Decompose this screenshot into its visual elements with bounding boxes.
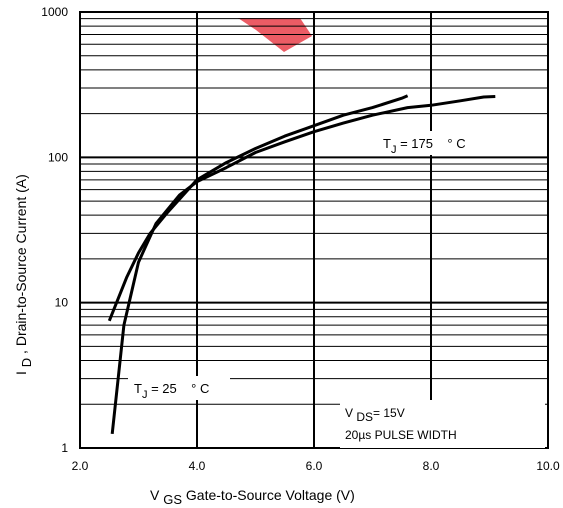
tj-175-rest: = 175 ° C (396, 136, 465, 151)
tj-25-sub: J (142, 389, 148, 401)
tj-175-sub: J (391, 144, 397, 156)
y-tick-label: 1 (61, 441, 68, 455)
plot-area-frame (79, 11, 549, 449)
series-line-2 (110, 95, 496, 435)
y-axis-label: I D , Drain-to-Source Current (A) (13, 174, 34, 375)
annotation-tj-25-text: TJ = 25 ° C (134, 381, 209, 401)
annotation-pulse-text: 20µs PULSE WIDTH (345, 428, 457, 442)
series-line-1 (107, 94, 409, 322)
x-axis-label-sub: GS (163, 492, 182, 507)
vds-rest: = 15V (373, 406, 405, 420)
vds-prefix: V (345, 406, 356, 420)
grid-lines (79, 12, 549, 449)
y-tick-label: 100 (48, 150, 68, 164)
annotation-tj-25-bg (128, 376, 230, 400)
x-axis-label-prefix: V (150, 487, 160, 503)
tj-25-rest: = 25 ° C (147, 381, 209, 396)
annotation-conditions: V DS= 15V 20µs PULSE WIDTH (340, 400, 545, 448)
annotation-tj-175-text: TJ = 175 ° C (383, 136, 466, 156)
x-axis-label: V GS Gate-to-Source Voltage (V) (150, 487, 355, 507)
x-tick-label: 4.0 (189, 459, 206, 473)
tj-25-prefix: T (134, 381, 142, 396)
x-axis-label-rest: Gate-to-Source Voltage (V) (186, 487, 355, 503)
x-tick-labels: 2.0 4.0 6.0 8.0 10.0 (72, 459, 560, 473)
x-tick-label: 2.0 (72, 459, 89, 473)
annotation-tj-25: TJ = 25 ° C (128, 376, 230, 401)
y-axis-label-sub: D (19, 358, 34, 367)
tj-175-prefix: T (383, 136, 391, 151)
annotation-tj-175-bg (378, 131, 480, 155)
x-tick-label: 8.0 (423, 459, 440, 473)
y-tick-labels: 1 10 100 1000 (41, 5, 68, 455)
vds-sub: DS (356, 410, 373, 424)
y-tick-label: 10 (55, 296, 69, 310)
annotation-conditions-bg (340, 400, 545, 448)
y-axis-label-prefix: I (13, 371, 29, 375)
annotation-tj-175: TJ = 175 ° C (378, 131, 480, 156)
y-tick-label: 1000 (41, 5, 68, 19)
series-layer (107, 94, 496, 435)
y-axis-label-rest: , Drain-to-Source Current (A) (13, 174, 29, 354)
annotation-vds-text: V DS= 15V (345, 406, 405, 424)
x-tick-label: 6.0 (306, 459, 323, 473)
x-tick-label: 10.0 (536, 459, 560, 473)
